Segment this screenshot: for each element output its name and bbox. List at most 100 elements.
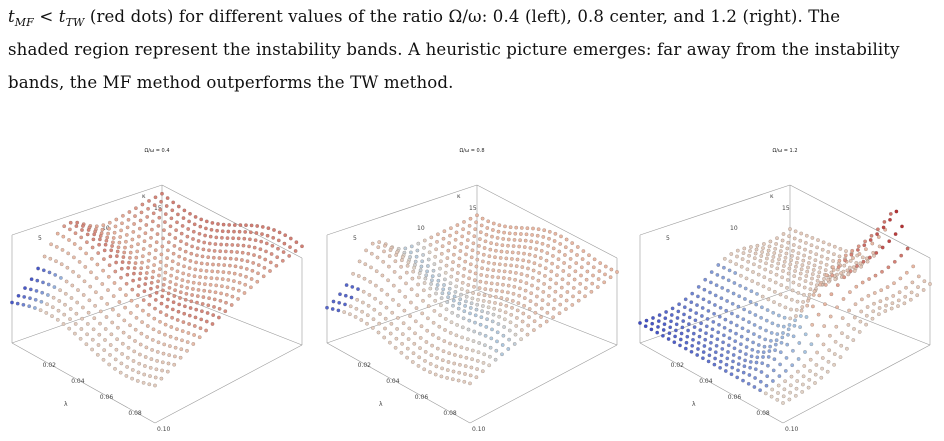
surface-point [603,272,607,277]
surface-point [130,376,134,381]
surface-point [131,359,136,363]
surface-point [893,232,898,236]
surface-point [862,243,867,248]
surface-point [153,195,158,200]
surface-point [819,260,823,265]
surface-point [522,296,527,300]
surface-point [459,292,463,297]
surface-point [153,248,158,253]
surface-point [385,292,390,297]
z-tick-label: 5 [38,235,42,242]
surface-point [767,244,772,249]
surface-point [741,317,746,322]
surface-point [153,375,158,380]
surface-point [412,265,416,270]
surface-point [79,235,84,240]
surface-point [422,281,427,285]
surface-point [788,383,793,388]
surface-point [691,337,695,342]
surface-point [129,244,134,249]
surface-point [89,270,93,275]
surface-point [784,356,789,360]
surface-point [900,224,904,229]
surface-point [736,362,741,366]
surface-point [186,331,191,335]
surface-point [749,289,754,294]
surface-point [791,280,796,285]
surface-point [394,336,399,341]
surface-point [453,237,458,242]
surface-point [874,251,879,255]
surface-point [770,387,775,392]
surface-point [116,245,121,250]
surface-point [426,264,430,268]
surface-point [474,375,479,380]
surface-point [548,277,553,282]
surface-point [872,301,876,306]
surface-point [739,264,744,269]
surface-point [514,264,519,268]
surface-point [459,345,464,350]
surface-point [814,252,819,257]
surface-point [456,313,460,318]
surface-point [839,271,843,276]
surface-point [661,328,666,332]
surface-point [226,229,231,234]
surface-point [510,299,515,303]
surface-point [211,262,215,267]
surface-point [140,254,145,259]
surface-point [485,317,489,322]
surface-point [434,286,439,291]
surface-point [91,237,96,242]
surface-point [521,311,526,316]
surface-point [492,261,497,266]
surface-point [451,298,456,303]
surface-point [141,247,146,251]
surface-point [493,255,497,260]
surface-point [343,293,348,298]
surface-point [450,267,455,272]
surface-point [721,340,725,345]
surface-point [170,315,174,320]
surface-point [763,337,768,342]
surface-point [775,236,779,241]
surface-point [903,294,908,299]
surface-point [132,271,136,276]
surface-point [440,358,445,363]
surface-point [592,257,597,262]
surface-point [189,251,194,256]
surface-point [53,273,58,277]
surface-point [470,348,475,353]
surface-point [502,317,507,322]
surface-point [94,290,98,295]
surface-point [909,290,914,295]
surface-point [835,305,839,310]
surface-point [886,265,891,270]
surface-point [109,248,114,253]
surface-point [891,294,896,298]
surface-point [539,315,543,319]
surface-point [467,318,472,323]
surface-point [448,331,453,335]
surface-point [257,255,262,259]
surface-point [758,258,763,263]
surface-point [147,251,152,256]
surface-point [108,343,113,347]
surface-point [842,263,847,268]
subscript-tw: TW [65,16,85,29]
surface-point [921,288,926,292]
surface-point [511,291,516,296]
surface-point [280,258,285,263]
surface-point [118,287,123,291]
surface-point [765,252,770,257]
surface-point [791,334,796,339]
surface-point [422,367,427,372]
surface-point [551,315,555,320]
surface-point [552,298,557,302]
surface-point [55,231,60,236]
surface-point [693,318,698,323]
surface-point [852,327,856,331]
surface-point [456,378,461,383]
surface-point [154,240,159,245]
surface-point [123,245,127,250]
